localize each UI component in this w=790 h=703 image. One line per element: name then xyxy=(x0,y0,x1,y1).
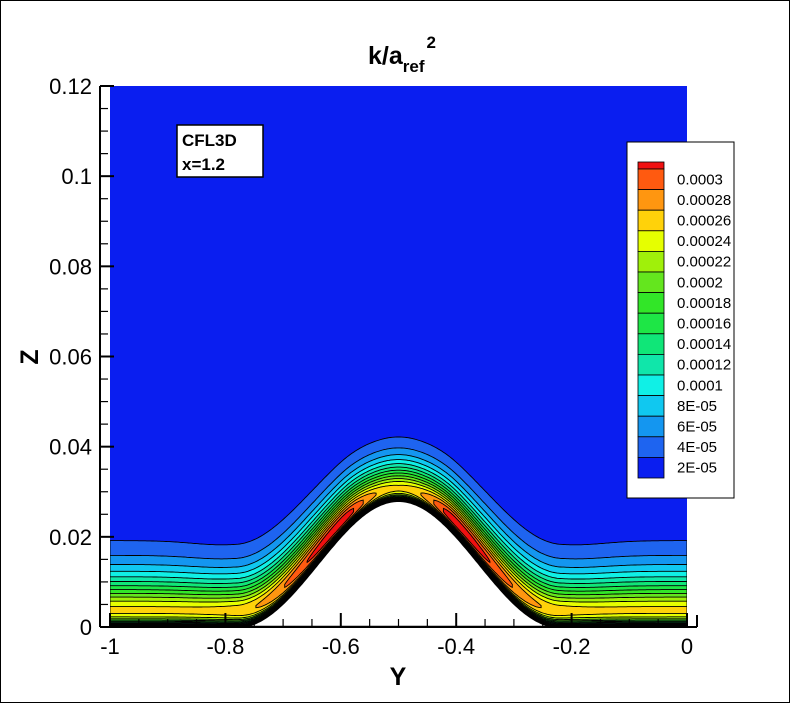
legend-label: 0.00022 xyxy=(677,254,731,271)
legend-label: 2E-05 xyxy=(677,460,717,477)
y-tick-label: 0.04 xyxy=(49,435,92,460)
legend-swatch xyxy=(637,230,665,252)
legend-label: 8E-05 xyxy=(677,398,717,415)
legend: 0.0003 0.00028 0.00026 0.00024 0.00022 0.0002… xyxy=(626,141,735,499)
x-tick-label: -0.2 xyxy=(553,634,591,659)
legend-label: 4E-05 xyxy=(677,439,717,456)
legend-label: 0.0003 xyxy=(677,171,723,188)
y-tick-label: 0.12 xyxy=(49,74,92,99)
legend-swatch xyxy=(637,250,665,273)
contour-band-level-15 xyxy=(442,507,491,564)
legend-swatch xyxy=(637,292,665,314)
annotation-station: x=1.2 xyxy=(182,155,225,174)
legend-swatch-top xyxy=(637,161,665,170)
y-tick-label: 0.06 xyxy=(49,345,92,370)
legend-swatch xyxy=(637,312,665,335)
legend-swatch xyxy=(637,189,665,211)
x-tick-label: -0.6 xyxy=(322,634,360,659)
legend-label: 0.00024 xyxy=(677,233,731,250)
legend-label: 0.00028 xyxy=(677,192,731,209)
legend-label: 6E-05 xyxy=(677,419,717,436)
y-tick-label: 0.02 xyxy=(49,525,92,550)
y-axis-label: Z xyxy=(16,349,44,364)
x-axis-label: Y xyxy=(390,663,407,691)
legend-swatch xyxy=(637,271,665,294)
chart-title: k/aref2 xyxy=(368,33,436,76)
axes: -1 -0.8 -0.6 -0.4 -0.2 0 0 0.02 0.04 0.06 0.08 0.1 0… xyxy=(49,74,698,659)
x-tick-label: -0.8 xyxy=(206,634,244,659)
legend-swatch xyxy=(637,395,665,417)
y-tick-label: 0.1 xyxy=(61,164,92,189)
legend-swatch xyxy=(637,209,665,232)
legend-swatch xyxy=(637,415,665,438)
legend-label: 0.00016 xyxy=(677,316,731,333)
y-tick-label: 0.08 xyxy=(49,254,92,279)
annotation-solver: CFL3D xyxy=(182,131,237,150)
legend-swatch xyxy=(637,333,665,355)
legend-label: 0.0001 xyxy=(677,377,723,394)
legend-label: 0.0002 xyxy=(677,274,723,291)
terrain-bump xyxy=(236,499,561,627)
legend-swatch xyxy=(637,168,665,191)
legend-swatch xyxy=(637,456,665,479)
x-tick-label: -0.4 xyxy=(437,634,475,659)
legend-label: 0.00026 xyxy=(677,213,731,230)
annotation-box: CFL3D x=1.2 xyxy=(176,124,264,178)
x-tick-label: 0 xyxy=(681,634,693,659)
legend-swatch xyxy=(637,353,665,376)
legend-label: 0.00012 xyxy=(677,357,731,374)
legend-label: 0.00018 xyxy=(677,295,731,312)
contour-band-level-15 xyxy=(306,507,355,564)
contour-bands xyxy=(110,86,687,627)
legend-swatch xyxy=(637,436,665,458)
contour-band-level-11 xyxy=(110,481,687,619)
y-tick-label: 0 xyxy=(80,615,92,640)
x-tick-label: -1 xyxy=(100,634,120,659)
legend-swatch xyxy=(637,374,665,397)
legend-label: 0.00014 xyxy=(677,336,731,353)
contour-band-level-12 xyxy=(110,484,687,617)
